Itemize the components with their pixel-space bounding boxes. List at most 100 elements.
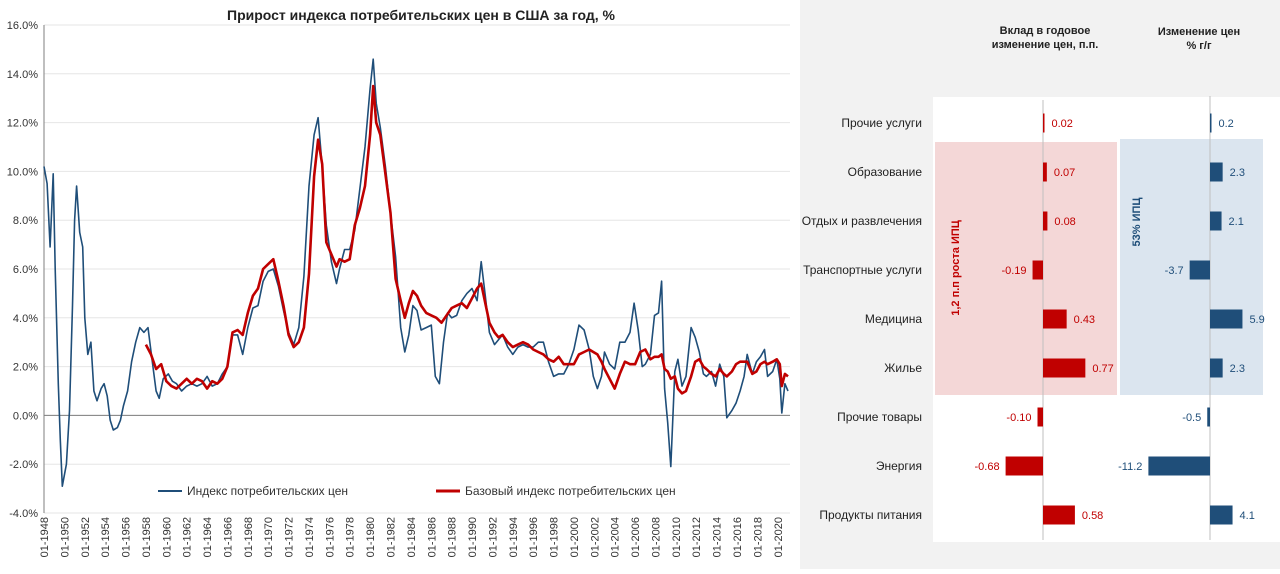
x-tick-label: 01-1960 xyxy=(161,517,173,557)
x-tick-label: 01-1998 xyxy=(549,517,561,557)
y-tick-label: 12.0% xyxy=(7,118,38,130)
header-contribution-line2: изменение цен, п.п. xyxy=(992,39,1099,51)
x-tick-label: 01-2012 xyxy=(691,517,703,557)
y-tick-label: 0.0% xyxy=(13,410,38,422)
x-tick-label: 01-1978 xyxy=(345,517,357,557)
x-tick-label: 01-2000 xyxy=(569,517,581,557)
cpi-line-chart: Прирост индекса потребительских цен в СШ… xyxy=(7,7,790,557)
contribution-value-label: -0.19 xyxy=(1001,265,1026,277)
series-line-cpi xyxy=(43,58,789,487)
x-tick-label: 01-1956 xyxy=(121,517,133,557)
price-change-value-label: 2.1 xyxy=(1229,216,1244,228)
price-change-bar xyxy=(1189,260,1210,280)
legend: Индекс потребительских цен Базовый индек… xyxy=(158,484,676,498)
y-tick-label: 14.0% xyxy=(7,69,38,81)
x-tick-label: 01-1970 xyxy=(263,517,275,557)
price-change-value-label: -11.2 xyxy=(1118,461,1142,473)
y-axis: 16.0% 14.0% 12.0% 10.0% 8.0% 6.0% 4.0% 2.0% 0.0%… xyxy=(7,20,45,520)
x-tick-label: 01-2008 xyxy=(650,517,662,557)
x-tick-label: 01-1962 xyxy=(182,517,194,557)
contribution-value-label: 0.77 xyxy=(1092,363,1113,375)
x-tick-label: 01-1996 xyxy=(528,517,540,557)
x-tick-label: 01-1976 xyxy=(324,517,336,557)
y-tick-label: 2.0% xyxy=(13,362,38,374)
x-tick-label: 01-1984 xyxy=(406,517,418,557)
blue-band-label: 53% ИПЦ xyxy=(1131,198,1143,247)
x-tick-label: 01-1966 xyxy=(222,517,234,557)
series-lines xyxy=(43,58,789,487)
contribution-value-label: 0.07 xyxy=(1054,167,1075,179)
x-tick-label: 01-2016 xyxy=(732,517,744,557)
x-tick-label: 01-2020 xyxy=(773,517,785,557)
category-label: Медицина xyxy=(865,312,922,326)
contribution-value-label: 0.02 xyxy=(1052,118,1073,130)
y-tick-label: 10.0% xyxy=(7,166,38,178)
chart-title: Прирост индекса потребительских цен в СШ… xyxy=(227,7,616,23)
y-tick-label: 16.0% xyxy=(7,20,38,32)
contribution-bar xyxy=(1043,162,1047,182)
x-tick-label: 01-1972 xyxy=(284,517,296,557)
legend-label-core-cpi: Базовый индекс потребительских цен xyxy=(465,484,676,498)
y-tick-label: 4.0% xyxy=(13,313,38,325)
price-change-value-label: 2.3 xyxy=(1230,363,1245,375)
category-label: Отдых и развлечения xyxy=(802,214,922,228)
x-tick-label: 01-2004 xyxy=(610,517,622,557)
price-change-bar xyxy=(1210,505,1233,525)
y-tick-label: -4.0% xyxy=(9,508,38,520)
x-tick-label: 01-2010 xyxy=(671,517,683,557)
price-change-bar xyxy=(1210,162,1223,182)
x-tick-label: 01-1990 xyxy=(467,517,479,557)
contribution-value-label: 0.08 xyxy=(1054,216,1075,228)
y-tick-label: 8.0% xyxy=(13,215,38,227)
category-label: Образование xyxy=(848,165,923,179)
y-tick-label: -2.0% xyxy=(9,459,38,471)
contribution-value-label: 0.43 xyxy=(1074,314,1095,326)
price-change-bar xyxy=(1210,113,1212,133)
x-tick-label: 01-1968 xyxy=(243,517,255,557)
red-annotation-band xyxy=(935,142,1117,395)
x-axis: 01-1948 01-1950 01-1952 01-1954 01-1956 01-19… xyxy=(39,517,785,557)
contribution-bar xyxy=(1043,358,1086,378)
bars: Прочие услуги 0.02 0.2 Образование 0.07 2.3 От… xyxy=(802,113,1265,525)
contribution-bar xyxy=(1043,505,1075,525)
contribution-bar xyxy=(1005,456,1043,476)
header-change-line1: Изменение цен xyxy=(1158,26,1240,38)
category-label: Прочие услуги xyxy=(841,116,922,130)
red-band-label: 1,2 п.п роста ИПЦ xyxy=(950,220,962,316)
price-change-value-label: -3.7 xyxy=(1165,265,1184,277)
contribution-value-label: -0.10 xyxy=(1006,412,1031,424)
price-change-value-label: 5.9 xyxy=(1249,314,1264,326)
contribution-value-label: 0.58 xyxy=(1082,510,1103,522)
gridlines xyxy=(44,24,790,514)
price-change-bar xyxy=(1148,456,1210,476)
x-tick-label: 01-1964 xyxy=(202,517,214,557)
price-change-value-label: -0.5 xyxy=(1182,412,1201,424)
contribution-bar xyxy=(1032,260,1043,280)
contribution-bar xyxy=(1043,113,1045,133)
category-label: Транспортные услуги xyxy=(803,263,922,277)
header-contribution-line1: Вклад в годовое xyxy=(1000,25,1091,37)
x-tick-label: 01-1952 xyxy=(80,517,92,557)
cpi-line-chart-panel: Прирост индекса потребительских цен в СШ… xyxy=(7,7,790,557)
x-tick-label: 01-1958 xyxy=(141,517,153,557)
category-label: Продукты питания xyxy=(819,508,922,522)
price-change-value-label: 2.3 xyxy=(1230,167,1245,179)
x-tick-label: 01-1994 xyxy=(508,517,520,557)
price-change-value-label: 0.2 xyxy=(1219,118,1234,130)
price-change-value-label: 4.1 xyxy=(1240,510,1255,522)
x-tick-label: 01-1950 xyxy=(59,517,71,557)
cpi-components-bar-chart: Вклад в годовое изменение цен, п.п. Изме… xyxy=(802,25,1280,542)
category-label: Жилье xyxy=(884,361,922,375)
x-tick-label: 01-1988 xyxy=(447,517,459,557)
legend-label-cpi: Индекс потребительских цен xyxy=(187,484,348,498)
contribution-value-label: -0.68 xyxy=(975,461,1000,473)
price-change-bar xyxy=(1210,211,1222,231)
contribution-bar xyxy=(1043,309,1067,329)
category-label: Прочие товары xyxy=(837,410,922,424)
category-label: Энергия xyxy=(876,459,922,473)
price-change-bar xyxy=(1207,407,1210,427)
contribution-bar xyxy=(1043,211,1048,231)
x-tick-label: 01-2006 xyxy=(630,517,642,557)
header-change-line2: % г/г xyxy=(1186,40,1211,52)
x-tick-label: 01-2018 xyxy=(752,517,764,557)
